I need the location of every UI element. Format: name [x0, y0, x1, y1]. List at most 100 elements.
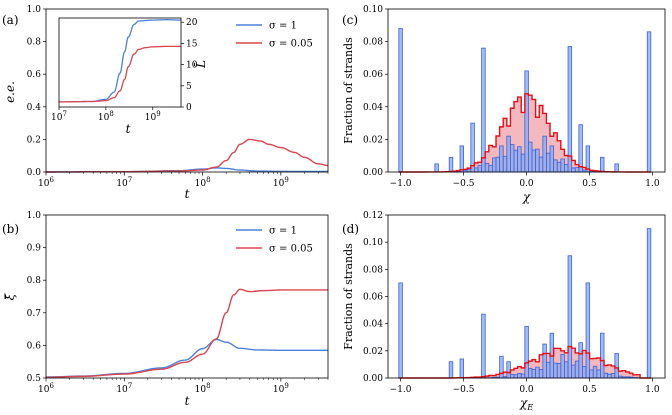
y-tick-label: 0.08 — [363, 38, 383, 48]
blue-hist-bar — [481, 313, 486, 379]
blue-hist-bar — [578, 342, 583, 379]
blue-hist-bar — [574, 167, 580, 173]
x-tick-label: 1.0 — [645, 385, 660, 395]
blue-hist-bar — [546, 152, 551, 173]
y-axis-label: ξ̄ — [3, 292, 17, 300]
blue-hist-bar — [614, 163, 619, 173]
inset-y-tick-label: 5 — [186, 82, 192, 92]
blue-hist-bar — [589, 369, 594, 379]
blue-hist-bar — [538, 156, 544, 173]
blue-hist-bar — [398, 28, 403, 173]
blue-hist-bar — [459, 358, 465, 379]
y-axis-label: e.e. — [3, 81, 17, 103]
blue-hist-bar — [535, 366, 540, 379]
blue-hist-bar — [582, 366, 587, 379]
blue-hist-bar — [513, 149, 519, 173]
y-tick-label: 0.12 — [363, 211, 383, 221]
y-axis-label: Fraction of strands — [342, 37, 355, 144]
y-tick-label: 0.10 — [363, 238, 383, 248]
x-tick-label: 106 — [38, 176, 54, 189]
blue-hist-bar — [510, 374, 515, 379]
blue-hist-bar — [585, 282, 591, 379]
y-tick-label: 0.5 — [27, 374, 42, 384]
x-tick-label: −1.0 — [390, 385, 412, 395]
blue-hist-bar — [513, 374, 519, 379]
y-tick-label: 0.10 — [363, 5, 383, 15]
inset-y-label: L̄ — [193, 60, 208, 69]
blue-hist-bar — [567, 46, 573, 173]
blue-hist-bar — [560, 158, 565, 173]
x-tick-label: 1.0 — [645, 179, 660, 189]
blue-hist-bar — [542, 135, 547, 173]
x-tick-label: 107 — [116, 176, 132, 189]
x-axis-label: t — [185, 394, 190, 408]
blue-hist-bar — [571, 167, 576, 173]
y-tick-label: 0.8 — [27, 276, 42, 286]
blue-hist-bar — [603, 372, 609, 379]
blue-hist-bar — [546, 361, 551, 379]
blue-hist-bar — [524, 70, 529, 173]
x-tick-label: 0.0 — [519, 385, 534, 395]
series-line — [45, 338, 328, 378]
red-hist-step — [398, 93, 651, 173]
x-tick-label: 107 — [116, 382, 132, 395]
y-tick-label: 0.04 — [363, 103, 383, 113]
blue-hist-bar — [596, 369, 601, 379]
y-tick-label: 0.02 — [363, 347, 383, 357]
y-axis-label: Fraction of strands — [342, 243, 355, 350]
series-line — [45, 138, 329, 173]
legend-label: σ = 0.05 — [269, 39, 313, 50]
blue-hist-bar — [528, 367, 533, 379]
blue-hist-bar — [492, 157, 497, 173]
y-tick-label: 0.2 — [27, 135, 41, 145]
inset-y-tick-label: 0 — [186, 103, 192, 113]
blue-hist-bar — [549, 145, 555, 173]
panel-label: (d) — [342, 222, 359, 236]
blue-hist-bar — [600, 332, 605, 379]
blue-hist-bar — [495, 156, 501, 173]
y-tick-label: 0.04 — [363, 320, 383, 330]
axes-frame — [45, 8, 329, 173]
panel-label: (c) — [342, 13, 358, 27]
y-tick-label: 0.7 — [27, 309, 42, 319]
y-tick-label: 0.00 — [363, 168, 383, 178]
legend-label: σ = 1 — [269, 21, 297, 32]
blue-hist-bar — [553, 362, 558, 379]
legend-label: σ = 0.05 — [269, 244, 313, 255]
blue-hist-bar — [574, 360, 580, 379]
y-tick-label: 1.0 — [27, 211, 42, 221]
x-tick-label: −1.0 — [390, 179, 412, 189]
blue-hist-bar — [564, 164, 569, 173]
blue-hist-bar — [499, 145, 504, 173]
blue-hist-bar — [531, 149, 537, 173]
blue-hist-bar — [474, 167, 479, 173]
inset-bg — [59, 18, 181, 107]
y-tick-label: 0.6 — [27, 70, 42, 80]
inset-x-tick-label: 108 — [98, 110, 114, 123]
x-tick-label: −0.5 — [453, 385, 475, 395]
y-tick-label: 0.6 — [27, 341, 42, 351]
y-tick-label: 0.00 — [363, 374, 383, 384]
inset-x-label: t — [126, 122, 131, 136]
blue-hist-bar — [556, 161, 562, 173]
blue-hist-bar — [564, 361, 569, 379]
x-tick-label: −0.5 — [453, 179, 475, 189]
blue-hist-bar — [607, 373, 612, 379]
blue-hist-bar — [448, 361, 454, 379]
y-tick-label: 1.0 — [27, 5, 42, 15]
inset-y-tick-label: 20 — [186, 18, 198, 28]
blue-hist-bar — [567, 255, 573, 379]
x-tick-label: 0.5 — [582, 385, 597, 395]
blue-hist-bar — [488, 164, 493, 173]
blue-hist-bar — [646, 228, 652, 379]
blue-hist-bar — [459, 145, 465, 173]
inset-x-tick-label: 107 — [51, 110, 67, 123]
blue-hist-bar — [517, 146, 522, 173]
blue-hist-bar — [517, 372, 522, 379]
y-tick-label: 0.4 — [27, 103, 42, 113]
blue-hist-bar — [520, 373, 526, 379]
x-axis-label: χ — [522, 190, 531, 204]
inset-y-tick-label: 10 — [186, 61, 198, 71]
blue-hist-bar — [448, 156, 454, 173]
